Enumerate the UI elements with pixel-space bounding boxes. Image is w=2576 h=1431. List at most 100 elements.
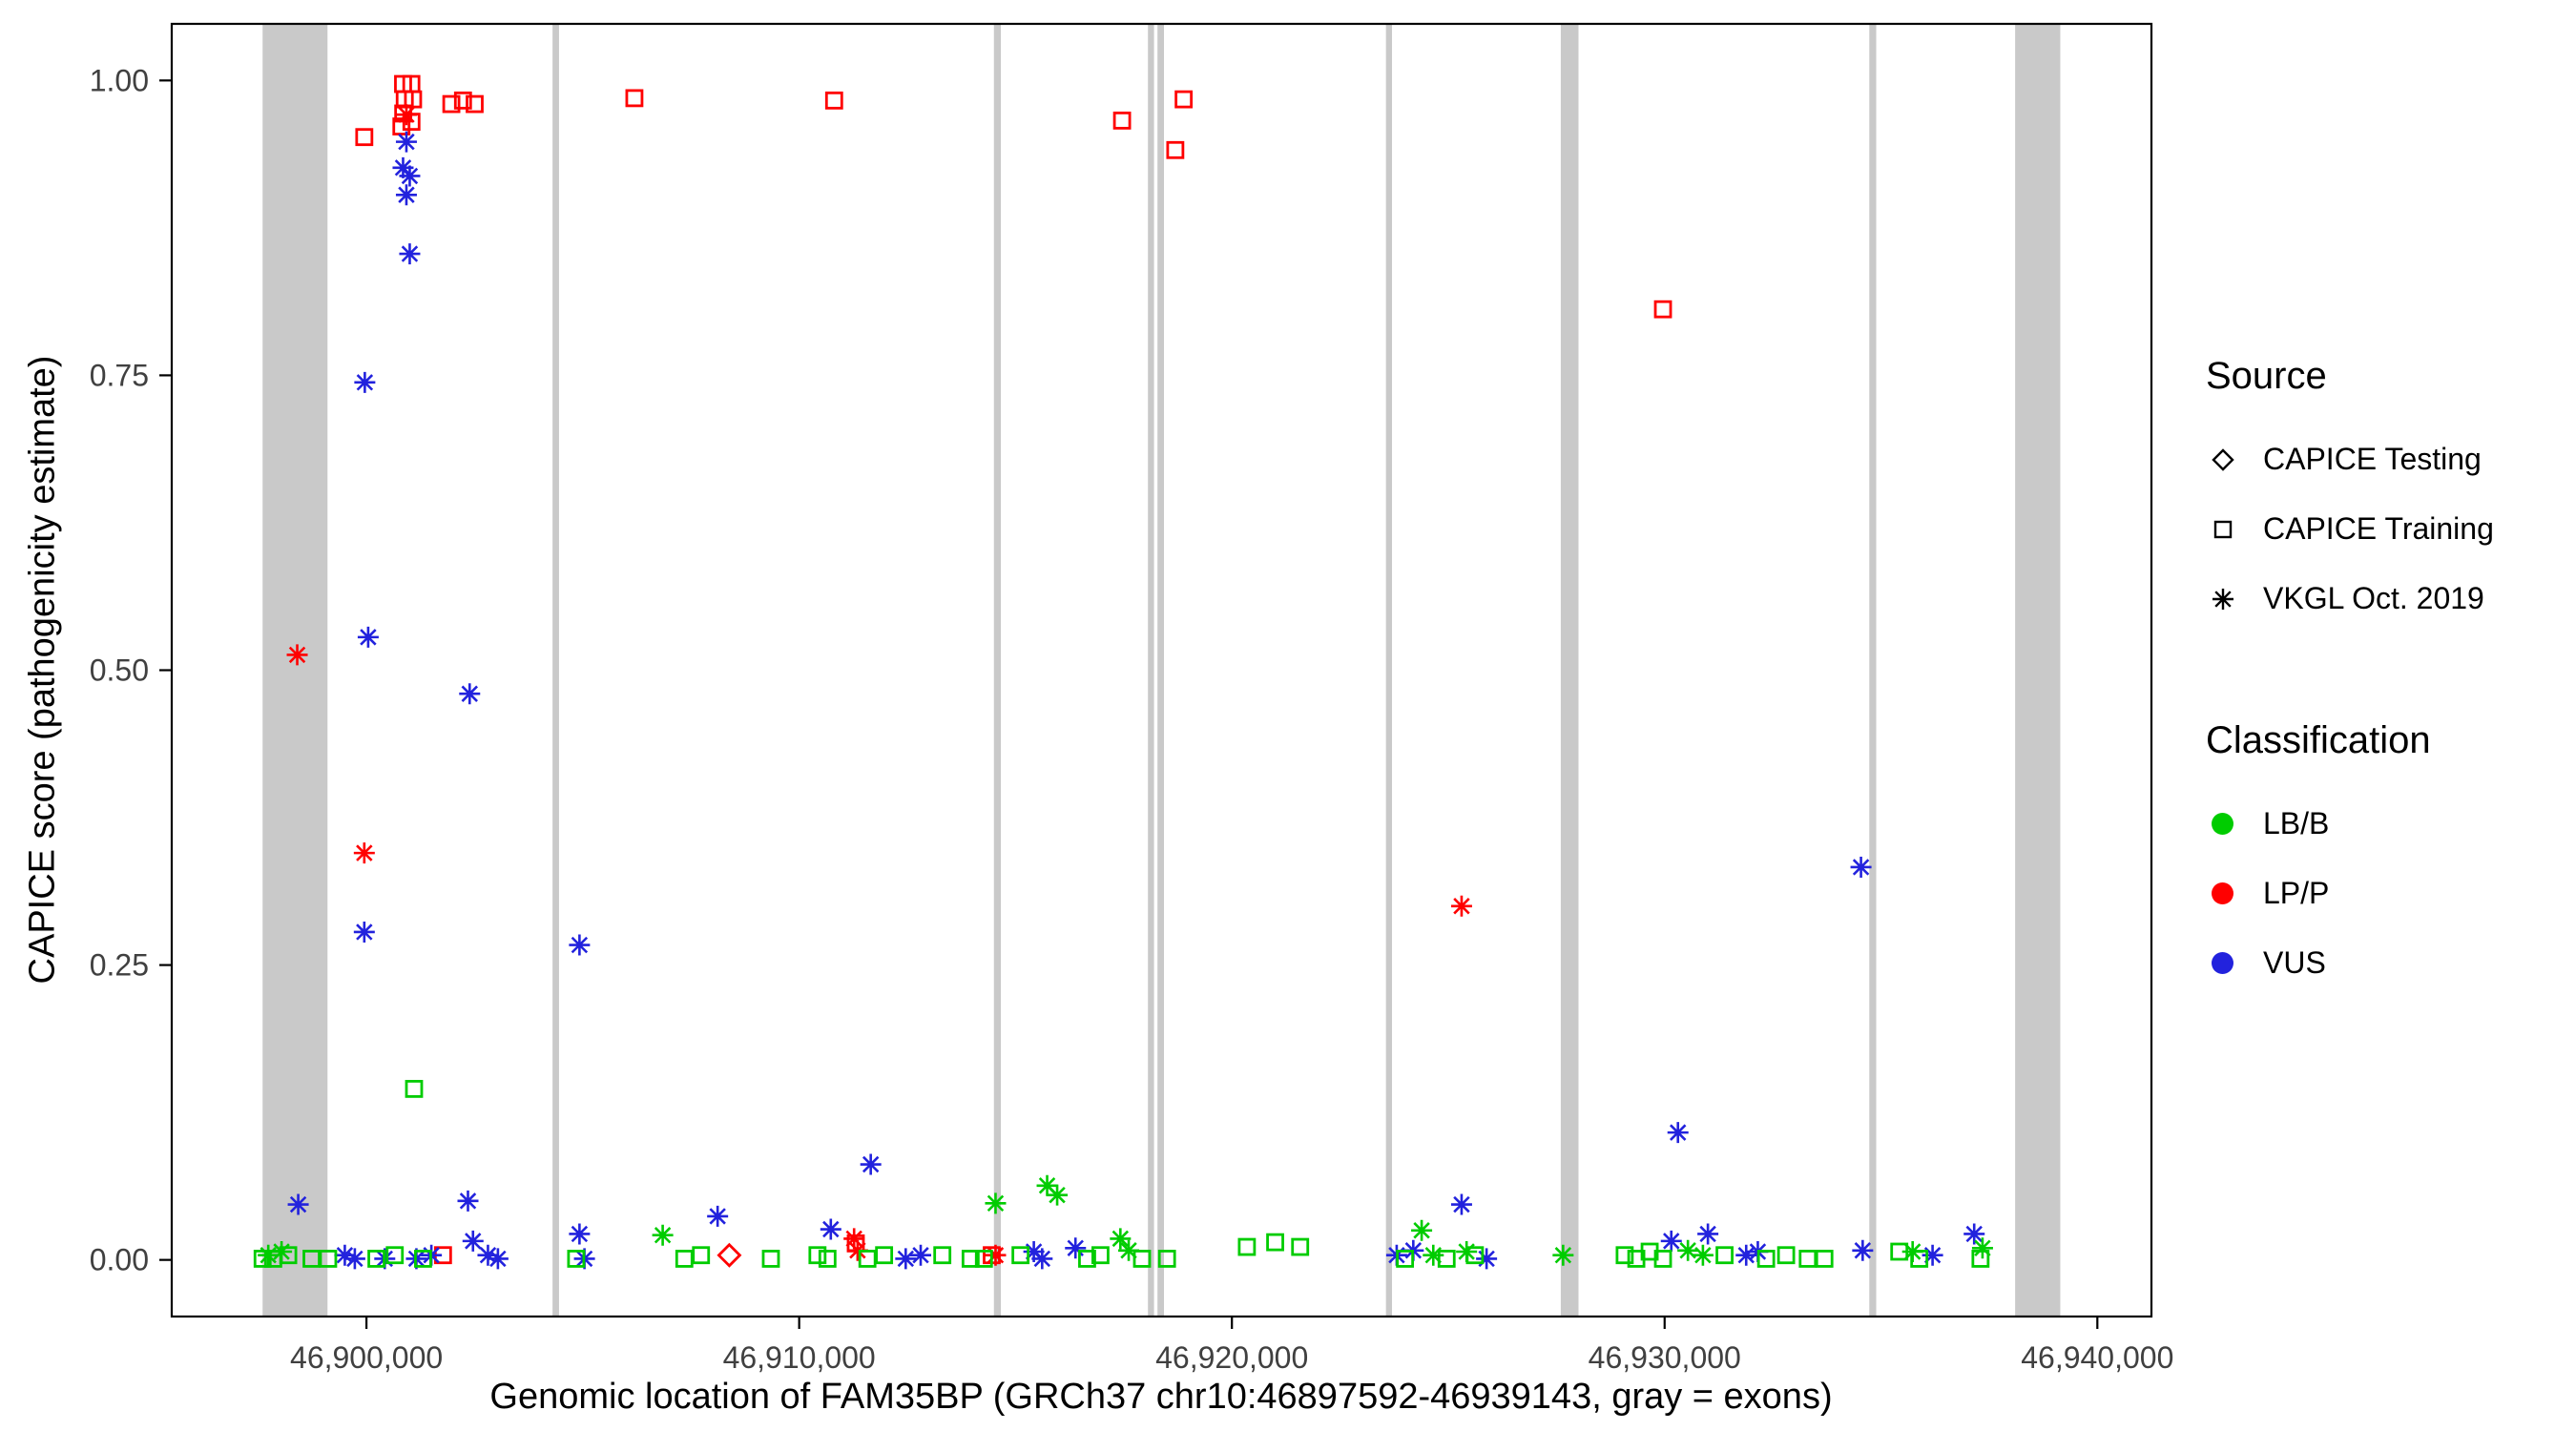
data-point-asterisk — [487, 1248, 509, 1270]
data-point-square — [453, 91, 472, 110]
data-point-asterisk — [334, 1244, 356, 1266]
legend: Source CAPICE Testing CAPICE Training VK… — [2206, 355, 2568, 1084]
data-point-asterisk — [354, 371, 376, 393]
data-point-asterisk — [1852, 1239, 1874, 1261]
data-point-square — [279, 1246, 298, 1265]
data-point-square — [875, 1246, 894, 1265]
legend-item-label: LP/P — [2263, 876, 2330, 910]
data-point-square — [367, 1250, 385, 1268]
data-point-square — [1396, 1250, 1415, 1268]
data-point-square — [466, 94, 484, 114]
exon-band — [262, 24, 328, 1317]
data-point-square — [692, 1246, 711, 1265]
data-point-asterisk — [1660, 1230, 1682, 1252]
data-point-asterisk — [846, 1239, 868, 1261]
data-point-square — [442, 94, 461, 114]
data-point-square — [1166, 140, 1185, 159]
data-point-square — [1971, 1250, 1990, 1268]
data-point-asterisk — [395, 131, 417, 153]
legend-item-vus: VUS — [2206, 928, 2568, 998]
data-point-asterisk — [392, 156, 414, 178]
data-point-square — [625, 89, 644, 108]
data-point-square — [355, 128, 374, 147]
data-point-asterisk — [1450, 895, 1472, 917]
legend-item-capice-testing: CAPICE Testing — [2206, 425, 2568, 494]
legend-item-label: VUS — [2263, 945, 2326, 980]
legend-group-source: Source CAPICE Testing CAPICE Training VK… — [2206, 355, 2568, 633]
exon-band — [1385, 24, 1393, 1317]
data-point-square — [1653, 300, 1672, 319]
data-point-square — [1715, 1246, 1734, 1265]
data-point-square — [675, 1250, 694, 1268]
x-tick-label: 46,910,000 — [723, 1340, 876, 1375]
data-point-asterisk — [843, 1228, 865, 1250]
legend-item-label: CAPICE Training — [2263, 511, 2494, 546]
data-point-asterisk — [652, 1224, 674, 1246]
data-point-asterisk — [286, 644, 308, 666]
y-tick-label: 0.25 — [90, 948, 149, 983]
data-point-square — [1291, 1237, 1310, 1256]
y-tick-label: 0.75 — [90, 358, 149, 392]
data-point-square — [1078, 1250, 1096, 1268]
x-tick-label: 46,930,000 — [1589, 1340, 1741, 1375]
data-point-square — [1910, 1250, 1929, 1268]
data-point-square — [974, 1250, 993, 1268]
data-point-asterisk — [1118, 1239, 1140, 1261]
exon-band — [2015, 24, 2061, 1317]
y-tick-label: 1.00 — [90, 63, 149, 97]
data-point-asterisk — [1552, 1244, 1574, 1266]
data-point-square — [1615, 1246, 1634, 1265]
data-point-asterisk — [1023, 1241, 1045, 1262]
vus-color-dot-icon — [2212, 952, 2233, 974]
data-point-asterisk — [1047, 1184, 1069, 1206]
data-point-asterisk — [357, 626, 379, 648]
data-point-asterisk — [985, 1244, 1007, 1266]
data-point-square — [858, 1250, 877, 1268]
data-point-asterisk — [1476, 1248, 1498, 1270]
exon-band — [1157, 24, 1164, 1317]
legend-item-label: LB/B — [2263, 806, 2330, 840]
data-point-square — [1132, 1250, 1152, 1268]
data-point-asterisk — [569, 1223, 591, 1245]
data-point-square — [302, 1250, 321, 1268]
data-point-asterisk — [1692, 1244, 1714, 1266]
y-axis-title: CAPICE score (pathogenicity estimate) — [22, 355, 63, 985]
data-point-square — [567, 1250, 586, 1268]
data-point-asterisk — [1065, 1237, 1087, 1259]
data-point-square — [1091, 1246, 1110, 1265]
legend-item-lbb: LB/B — [2206, 789, 2568, 859]
data-point-asterisk — [399, 165, 421, 187]
data-point-asterisk — [477, 1244, 499, 1266]
exon-band — [1148, 24, 1154, 1317]
data-point-square — [1653, 1250, 1672, 1268]
data-point-square — [1756, 1250, 1776, 1268]
legend-source-title: Source — [2206, 355, 2327, 397]
data-point-asterisk — [395, 184, 417, 206]
data-point-asterisk — [1411, 1219, 1433, 1241]
data-point-asterisk — [395, 104, 417, 126]
data-point-diamond — [717, 1242, 742, 1268]
data-point-asterisk — [1697, 1223, 1719, 1245]
data-point-square — [414, 1250, 432, 1268]
lbb-color-dot-icon — [2212, 813, 2233, 835]
data-point-asterisk — [820, 1218, 841, 1240]
data-point-square — [319, 1250, 338, 1268]
data-point-asterisk — [258, 1244, 280, 1266]
data-point-asterisk — [1450, 1193, 1472, 1215]
legend-classification-title: Classification — [2206, 719, 2431, 761]
data-point-square — [1465, 1246, 1485, 1265]
data-point-asterisk — [459, 683, 481, 705]
data-point-asterisk — [1423, 1244, 1444, 1266]
data-point-square — [405, 1079, 424, 1098]
legend-item-capice-training: CAPICE Training — [2206, 494, 2568, 564]
data-point-square — [1776, 1246, 1796, 1265]
data-point-asterisk — [1677, 1239, 1699, 1261]
data-point-square — [1157, 1250, 1176, 1268]
legend-item-label: CAPICE Testing — [2263, 442, 2482, 476]
data-point-asterisk — [860, 1153, 882, 1175]
diamond-icon — [2212, 447, 2234, 471]
data-point-square — [961, 1250, 980, 1268]
data-point-square — [824, 91, 843, 110]
data-point-asterisk — [569, 934, 591, 956]
y-tick-label: 0.00 — [90, 1243, 149, 1277]
